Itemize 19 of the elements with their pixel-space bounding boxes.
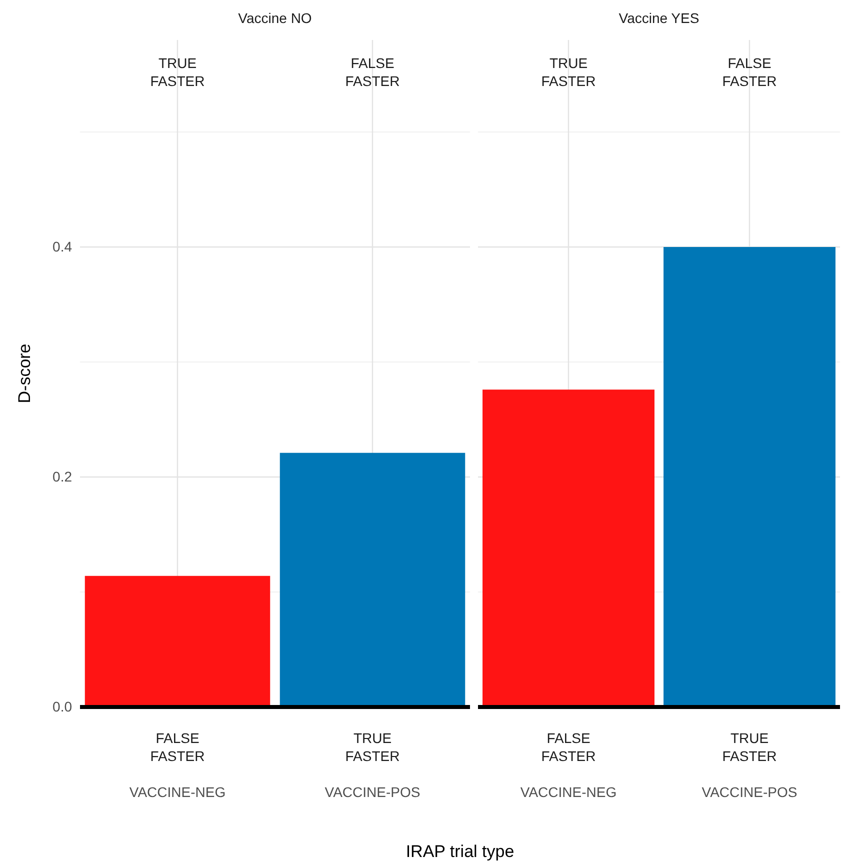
text: TRUE FASTER <box>722 730 777 764</box>
x-tick-label: VACCINE-POS <box>702 784 798 800</box>
y-axis-title: D-score <box>15 344 34 404</box>
chart-title: Vaccine YES <box>618 10 700 26</box>
text: TRUE FASTER <box>345 730 400 764</box>
x-axis-title: IRAP trial type <box>406 842 514 861</box>
chart-title: Vaccine NO <box>238 10 312 26</box>
text: FALSE FASTER <box>150 730 205 764</box>
annotation: FALSE FASTER <box>722 55 777 90</box>
annotation: TRUE FASTER <box>541 55 596 90</box>
x-tick-label: VACCINE-NEG <box>129 784 226 800</box>
annotation: FALSE FASTER <box>345 55 400 90</box>
annotation: TRUE FASTER <box>150 55 205 90</box>
y-tick-label: 0.2 <box>52 468 72 484</box>
y-tick-label: 0.4 <box>52 238 72 254</box>
x-tick-label: VACCINE-NEG <box>520 784 617 800</box>
x-tick-label: VACCINE-POS <box>324 784 420 800</box>
y-tick-label: 0.0 <box>52 698 72 714</box>
text: FALSE FASTER <box>541 730 596 764</box>
